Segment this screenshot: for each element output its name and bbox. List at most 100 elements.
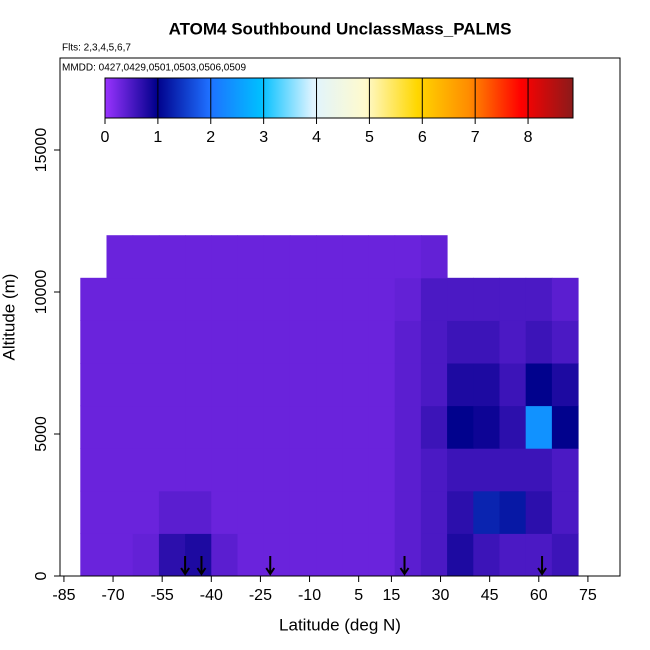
flight-arrow [265,556,276,576]
heat-cell [106,363,134,407]
heat-cell [289,405,317,449]
heat-cell [368,235,396,279]
heat-cell [289,363,317,407]
heat-cell [211,533,238,577]
heat-cell [185,490,212,534]
subtitle: Flts: 2,3,4,5,6,7 [62,43,131,54]
heat-cell [289,235,317,279]
heat-cell [211,448,238,492]
heat-cell [473,320,500,364]
colorbar-tick-label: 1 [153,129,162,146]
heat-cell [158,235,186,279]
flight-arrow [180,556,190,576]
heat-cell [551,533,579,577]
heat-cell [447,320,474,364]
heat-cell [447,490,474,534]
heat-cell [394,405,422,449]
heat-cell [80,405,108,449]
heat-cell [106,235,134,279]
heat-cell [211,490,238,534]
heat-cell [342,235,369,279]
heat-cell [394,320,422,364]
colorbar-tick-label: 5 [365,129,374,146]
heat-cell [447,448,474,492]
heat-cell [289,277,317,321]
heat-cell [499,533,527,577]
heat-cell [263,363,291,407]
heat-cell [420,235,448,279]
heat-cell [80,363,108,407]
heat-cell [132,405,160,449]
flight-arrow [537,556,547,576]
heat-cell [158,448,186,492]
heat-cell [394,448,422,492]
heat-cell [473,533,500,577]
y-axis-label: Altitude (m) [0,274,18,361]
heat-cell [158,490,186,534]
heat-cell [420,490,448,534]
x-tick-label: 5 [354,587,363,604]
heat-cell [551,448,579,492]
x-tick-label: 60 [530,587,548,604]
heat-cell [473,405,500,449]
heat-cell [499,405,527,449]
heat-cell [185,448,212,492]
heat-cell [499,277,527,321]
heat-cell [551,363,579,407]
heat-cell [551,405,579,449]
colorbar-tick-label: 4 [312,129,321,146]
heat-cell [473,277,500,321]
heat-cell [368,490,396,534]
heat-cell [132,490,160,534]
heat-cell [342,533,369,577]
heat-cell [237,405,265,449]
heat-cell [80,490,108,534]
x-tick-label: 15 [383,587,401,604]
heat-cell [551,490,579,534]
heat-cell [368,405,396,449]
heat-cell [211,277,238,321]
heat-cell [316,533,343,577]
heat-cell [237,363,265,407]
heat-cell [289,320,317,364]
heat-cell [185,363,212,407]
heat-cell [499,448,527,492]
heat-cell [106,277,134,321]
heat-cell [316,363,343,407]
x-tick-label: 30 [432,587,450,604]
heat-cell [447,363,474,407]
heat-cell [263,405,291,449]
heat-cell [316,320,343,364]
heat-cell [525,320,553,364]
heat-cell [158,277,186,321]
x-tick-label: -85 [52,587,75,604]
heat-cell [420,363,448,407]
heat-cell [158,363,186,407]
heat-cell [316,405,343,449]
heat-cell [420,533,448,577]
y-tick-label: 10000 [33,270,50,315]
heat-cell [394,235,422,279]
heat-cell [289,490,317,534]
heat-cell [499,320,527,364]
heat-cell [211,235,238,279]
heat-cell [132,363,160,407]
plot-frame [59,57,621,577]
heat-cell [132,448,160,492]
heat-cell [158,320,186,364]
heat-cell [185,235,212,279]
heat-cell [237,533,265,577]
heat-cell [80,533,108,577]
heat-cell [289,448,317,492]
heat-cell [80,277,108,321]
heat-cell [368,320,396,364]
flight-arrow [196,556,207,576]
heat-cell [106,320,134,364]
heat-cell [237,277,265,321]
heat-cell [525,448,553,492]
heat-cell [525,363,553,407]
heat-cell [263,235,291,279]
y-tick-label: 5000 [33,416,50,452]
heat-cell [106,490,134,534]
heat-cell [473,448,500,492]
